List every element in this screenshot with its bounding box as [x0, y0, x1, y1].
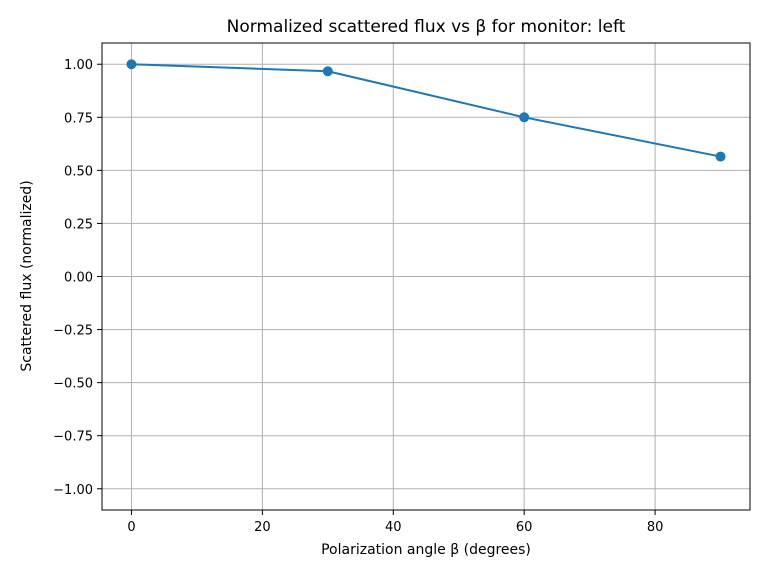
data-point — [715, 151, 726, 162]
y-tick-label: −0.25 — [53, 324, 93, 339]
y-tick-label: 0.75 — [64, 111, 93, 126]
y-tick-label: −0.75 — [53, 430, 93, 445]
ticks: 0 20 40 60 80 1.00 0.75 0.50 0.25 0.00 −0.25 −0.50 −… — [53, 58, 663, 535]
x-tick-label: 60 — [516, 520, 533, 535]
series-line — [131, 63, 721, 158]
x-tick-label: 80 — [647, 520, 664, 535]
data-point — [322, 66, 333, 77]
y-tick-label: 0.00 — [64, 271, 93, 286]
grid — [102, 43, 750, 510]
x-tick-label: 40 — [385, 520, 402, 535]
x-axis-label: Polarization angle β (degrees) — [321, 542, 531, 558]
y-tick-label: 0.25 — [64, 217, 93, 232]
y-axis-label: Scattered flux (normalized) — [19, 180, 35, 371]
y-tick-label: −0.50 — [53, 377, 93, 392]
x-tick-label: 20 — [254, 520, 271, 535]
x-tick-label: 0 — [127, 520, 135, 535]
y-tick-label: −1.00 — [53, 483, 93, 498]
data-point — [126, 59, 137, 70]
data-point — [519, 112, 530, 123]
series-layer — [126, 59, 726, 162]
y-tick-label: 1.00 — [64, 58, 93, 73]
y-tick-label: 0.50 — [64, 164, 93, 179]
chart-title: Normalized scattered flux vs β for monit… — [227, 17, 626, 37]
